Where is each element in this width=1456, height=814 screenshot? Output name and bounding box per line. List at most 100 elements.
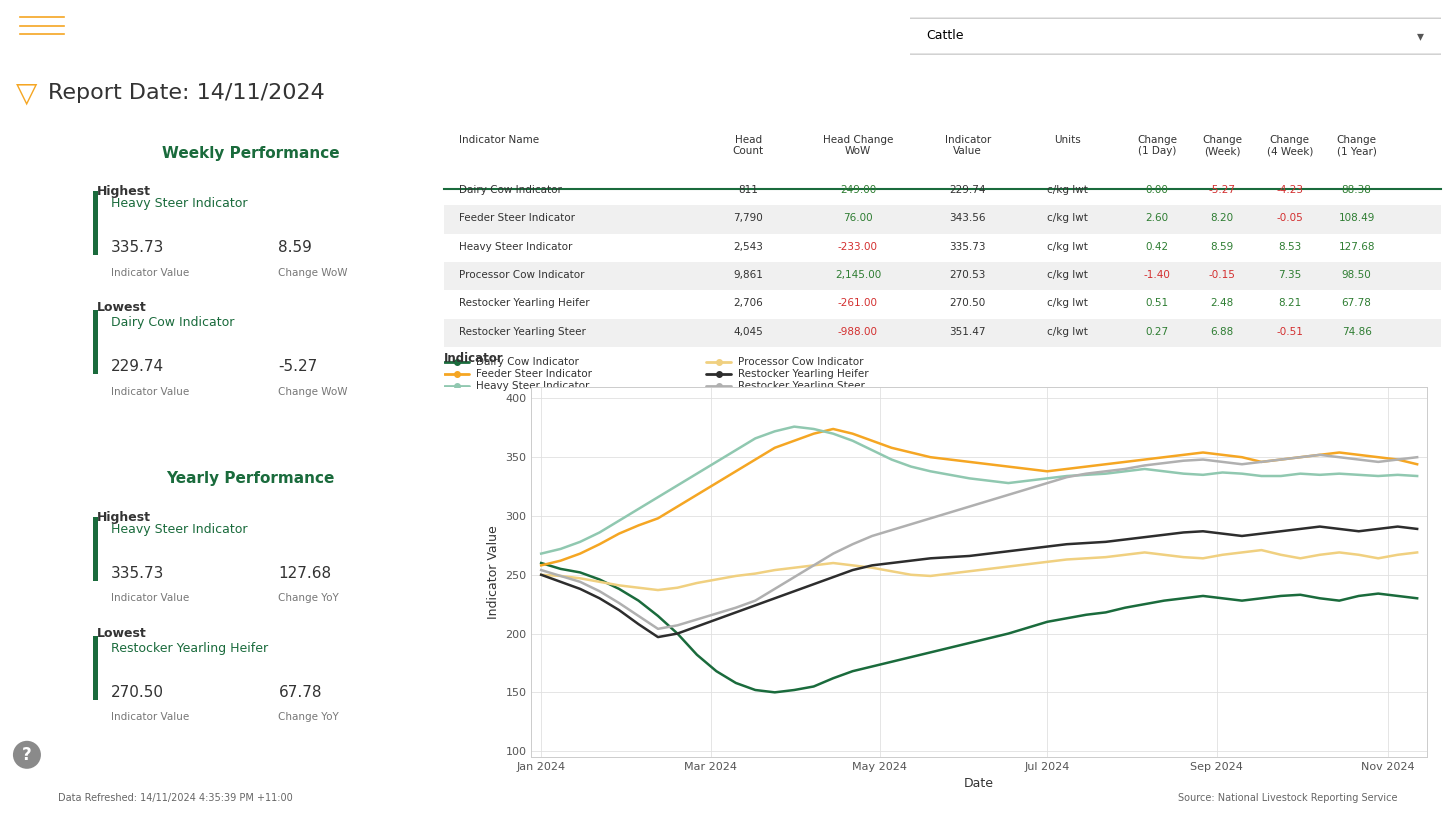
Text: 8.59: 8.59 [278,240,312,255]
Text: Indicator Value: Indicator Value [111,712,189,722]
Y-axis label: Indicator Value: Indicator Value [486,525,499,619]
Text: Heavy Steer Indicator: Heavy Steer Indicator [459,242,572,252]
Text: Restocker Yearling Heifer: Restocker Yearling Heifer [459,299,590,309]
Text: Dairy Cow Indicator: Dairy Cow Indicator [459,185,562,195]
Text: 2.48: 2.48 [1210,299,1233,309]
Text: -0.05: -0.05 [1277,213,1303,223]
Text: Indicator Value: Indicator Value [111,593,189,603]
Text: Heavy Steer Indicator: Heavy Steer Indicator [111,197,248,210]
Text: National Livestock: National Livestock [92,11,278,29]
Text: 76.00: 76.00 [843,213,872,223]
Text: c/kg lwt: c/kg lwt [1047,270,1088,280]
Text: Report Date: 14/11/2024: Report Date: 14/11/2024 [48,83,325,103]
Text: Indicator Value: Indicator Value [111,387,189,396]
Text: 335.73: 335.73 [111,240,165,255]
Text: MEAT & LIVESTOCK AUSTRALIA: MEAT & LIVESTOCK AUSTRALIA [92,50,210,59]
FancyBboxPatch shape [903,18,1449,55]
Text: Feeder Steer Indicator: Feeder Steer Indicator [459,213,575,223]
Text: 88.38: 88.38 [1342,185,1372,195]
Text: 74.86: 74.86 [1342,326,1372,337]
Text: Highest: Highest [96,511,150,523]
Text: 0.27: 0.27 [1146,326,1169,337]
Text: 0.51: 0.51 [1146,299,1169,309]
Text: c/kg lwt: c/kg lwt [1047,185,1088,195]
Text: Restocker Yearling Steer: Restocker Yearling Steer [459,326,585,337]
Text: Change
(1 Day): Change (1 Day) [1137,134,1178,156]
Text: 9,861: 9,861 [734,270,763,280]
Text: 351.47: 351.47 [949,326,986,337]
Text: Restocker Yearling Heifer: Restocker Yearling Heifer [738,369,868,379]
Bar [444,319,1441,347]
Text: -0.15: -0.15 [1208,270,1236,280]
Text: Processor Cow Indicator: Processor Cow Indicator [459,270,584,280]
Text: -0.51: -0.51 [1277,326,1303,337]
Text: 2,543: 2,543 [734,242,763,252]
Text: Dairy Cow Indicator: Dairy Cow Indicator [476,357,578,367]
Text: c/kg lwt: c/kg lwt [1047,299,1088,309]
Text: 270.50: 270.50 [111,685,163,700]
Bar [93,191,99,256]
Text: Units: Units [1054,134,1080,145]
Text: Source: National Livestock Reporting Service: Source: National Livestock Reporting Ser… [1178,793,1398,803]
Text: 67.78: 67.78 [278,685,322,700]
FancyBboxPatch shape [73,127,428,439]
Bar [444,262,1441,291]
Text: 4,045: 4,045 [734,326,763,337]
Text: Indicator Name: Indicator Name [459,134,539,145]
Text: Weekly Performance: Weekly Performance [162,146,339,160]
Text: Data Refreshed: 14/11/2024 4:35:39 PM +11:00: Data Refreshed: 14/11/2024 4:35:39 PM +1… [58,793,293,803]
Text: Change
(4 Week): Change (4 Week) [1267,134,1313,156]
Text: Restocker Yearling Heifer: Restocker Yearling Heifer [111,642,268,655]
Bar [93,517,99,581]
Text: ?: ? [22,746,32,764]
Text: Dairy Cow Indicator: Dairy Cow Indicator [111,317,234,330]
X-axis label: Date: Date [964,777,994,790]
Text: 229.74: 229.74 [111,359,163,374]
Text: ▾: ▾ [1417,28,1424,43]
Text: Indicator Value: Indicator Value [111,268,189,278]
Text: Heavy Steer Indicator: Heavy Steer Indicator [111,523,248,536]
Text: 8.20: 8.20 [1210,213,1233,223]
Text: Feeder Steer Indicator: Feeder Steer Indicator [476,369,591,379]
Text: 8.53: 8.53 [1278,242,1302,252]
Text: 2,706: 2,706 [734,299,763,309]
Text: -261.00: -261.00 [839,299,878,309]
Text: Cattle: Cattle [926,29,964,42]
Text: 8.21: 8.21 [1278,299,1302,309]
Text: 7,790: 7,790 [734,213,763,223]
Text: c/kg lwt: c/kg lwt [1047,213,1088,223]
Text: 0.42: 0.42 [1146,242,1169,252]
Text: -233.00: -233.00 [839,242,878,252]
Text: Change YoY: Change YoY [278,593,339,603]
Text: c/kg lwt: c/kg lwt [1047,326,1088,337]
Text: Head Change
WoW: Head Change WoW [823,134,893,156]
Text: 127.68: 127.68 [278,566,332,580]
Bar [93,636,99,700]
Text: 98.50: 98.50 [1342,270,1372,280]
Text: 335.73: 335.73 [111,566,165,580]
Text: 108.49: 108.49 [1338,213,1374,223]
Text: -1.40: -1.40 [1144,270,1171,280]
Text: -5.27: -5.27 [278,359,317,374]
Text: Change
(1 Year): Change (1 Year) [1337,134,1377,156]
Text: 8.59: 8.59 [1210,242,1233,252]
Text: Restocker Yearling Steer: Restocker Yearling Steer [738,381,865,391]
Text: Lowest: Lowest [96,627,147,640]
Text: 811: 811 [738,185,759,195]
Text: Change
(Week): Change (Week) [1203,134,1242,156]
Text: 335.73: 335.73 [949,242,986,252]
Text: Change YoY: Change YoY [278,712,339,722]
Text: Processor Cow Indicator: Processor Cow Indicator [738,357,863,367]
Text: 2,145.00: 2,145.00 [834,270,881,280]
Text: Yearly Performance: Yearly Performance [166,471,335,486]
Text: 343.56: 343.56 [949,213,986,223]
Text: Change WoW: Change WoW [278,268,348,278]
Text: Head
Count: Head Count [732,134,764,156]
Text: -5.27: -5.27 [1208,185,1236,195]
Text: Indicator
Value: Indicator Value [945,134,992,156]
Text: -988.00: -988.00 [839,326,878,337]
Text: Species: Species [925,11,973,24]
Text: Indicator: Indicator [444,352,504,365]
Text: 6.88: 6.88 [1210,326,1233,337]
FancyBboxPatch shape [73,453,428,764]
